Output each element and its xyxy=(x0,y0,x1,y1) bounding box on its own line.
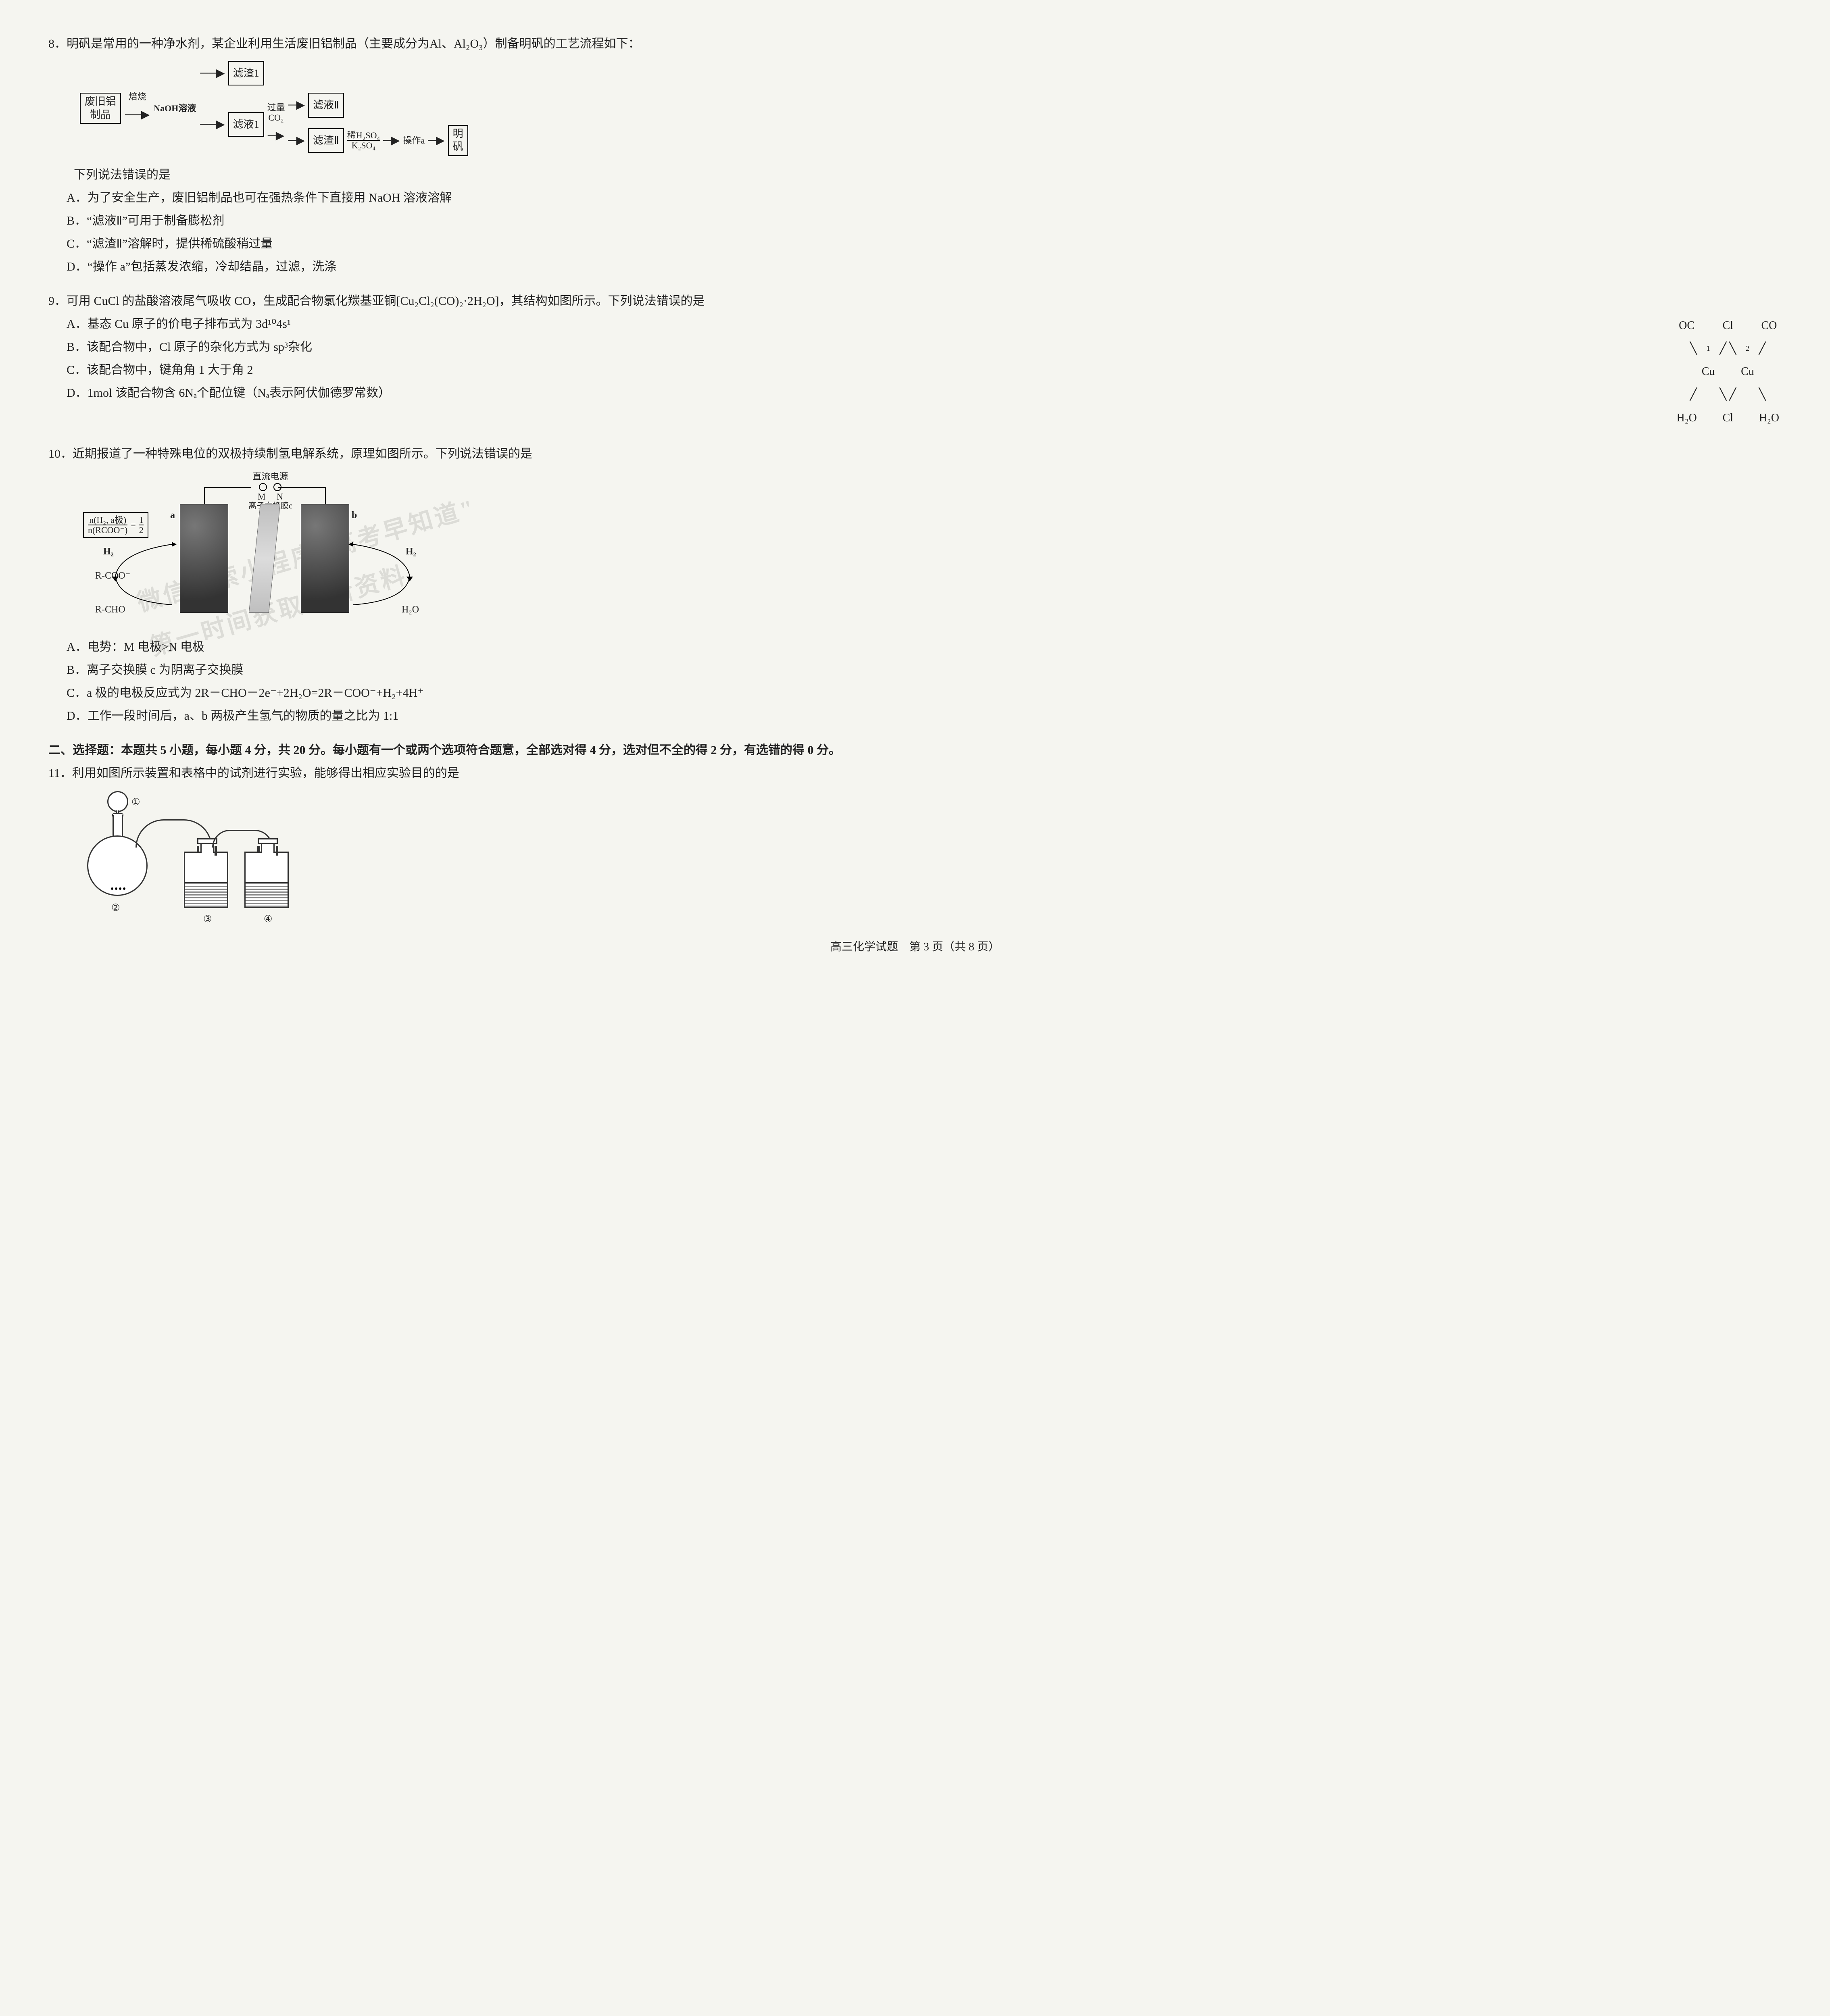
q8-opt-C: C．“滤渣Ⅱ”溶解时，提供稀硫酸稍过量 xyxy=(87,232,1782,255)
label-H2-r: H₂ xyxy=(406,543,416,561)
label-H2-l: H₂ xyxy=(103,543,114,561)
q10-figure: 微信搜索小程序"高考早知道" 第一时间获取最新资料 直流电源 M N 离子交换膜… xyxy=(75,472,422,629)
struct-ang2: 2 xyxy=(1738,337,1757,360)
fc-filtrate2: 滤液Ⅱ xyxy=(308,93,344,117)
electrode-a xyxy=(180,504,228,613)
q10-stem-text: 近期报道了一种特殊电位的双极持续制氢电解系统，原理如图所示。下列说法错误的是 xyxy=(73,447,532,460)
fc-step1: 焙烧 xyxy=(129,92,146,102)
question-11: 11．利用如图所示装置和表格中的试剂进行实验，能够得出相应实验目的的是 ① ② … xyxy=(48,762,1782,912)
q9-number: 9． xyxy=(48,294,67,308)
section-2-heading: 二、选择题：本题共 5 小题，每小题 4 分，共 20 分。每小题有一个或两个选… xyxy=(48,739,1782,762)
fc-product: 明 矾 xyxy=(448,125,468,156)
q8-stem-text: 明矾是常用的一种净水剂，某企业利用生活废旧铝制品（主要成分为Al、Al₂O₃）制… xyxy=(67,37,640,50)
arrow-icon: ──▶ xyxy=(200,62,225,84)
electrode-b xyxy=(301,504,349,613)
question-10: 10．近期报道了一种特殊电位的双极持续制氢电解系统，原理如图所示。下列说法错误的… xyxy=(48,442,1782,727)
ratio-v-top: 1 xyxy=(139,515,144,525)
struct-Cu2: Cu xyxy=(1738,360,1757,383)
struct-H2O-1: H₂O xyxy=(1674,406,1699,429)
struct-Cu1: Cu xyxy=(1699,360,1717,383)
question-9: 9．可用 CuCl 的盐酸溶液尾气吸收 CO，生成配合物氯化羰基亚铜[Cu₂Cl… xyxy=(48,289,1782,431)
q10-stem: 10．近期报道了一种特殊电位的双极持续制氢电解系统，原理如图所示。下列说法错误的… xyxy=(74,442,1782,465)
struct-Cl2: Cl xyxy=(1717,406,1738,429)
q9-stem-text: 可用 CuCl 的盐酸溶液尾气吸收 CO，生成配合物氯化羰基亚铜[Cu₂Cl₂(… xyxy=(67,294,705,308)
label-RCHO: R-CHO xyxy=(95,601,125,619)
label-1: ① xyxy=(131,793,140,812)
membrane-c xyxy=(249,504,280,613)
fc-acid-bot: K₂SO₄ xyxy=(352,141,375,150)
label-4: ④ xyxy=(264,910,273,929)
ratio-bot: n(RCOO⁻) xyxy=(88,525,127,535)
struct-H2O-2: H₂O xyxy=(1757,406,1782,429)
q8-lead: 下列说法错误的是 xyxy=(74,163,1782,186)
page-footer: 高三化学试题 第 3 页（共 8 页） xyxy=(48,936,1782,958)
q9-stem: 9．可用 CuCl 的盐酸溶液尾气吸收 CO，生成配合物氯化羰基亚铜[Cu₂Cl… xyxy=(74,289,1782,312)
arrow-icon: ─▶ xyxy=(288,94,305,116)
q10-opt-C: C．a 极的电极反应式为 2R－CHO－2e⁻+2H₂O=2R－COO⁻+H₂+… xyxy=(87,681,1782,704)
q9-opt-C: C．该配合物中，键角角 1 大于角 2 xyxy=(87,358,1782,381)
label-H2O: H₂O xyxy=(402,601,419,619)
q10-opt-D: D．工作一段时间后，a、b 两极产生氢气的物质的量之比为 1:1 xyxy=(87,704,1782,727)
arrow-icon: ─▶ xyxy=(383,130,400,151)
terminal-M: M xyxy=(258,492,266,502)
terminal-N: N xyxy=(277,492,283,502)
wash-bottle-4 xyxy=(244,852,289,908)
q11-number: 11． xyxy=(48,766,72,780)
q10-opt-B: B．离子交换膜 c 为阴离子交换膜 xyxy=(87,658,1782,681)
question-8: 8．明矾是常用的一种净水剂，某企业利用生活废旧铝制品（主要成分为Al、Al₂O₃… xyxy=(48,32,1782,278)
q8-stem: 8．明矾是常用的一种净水剂，某企业利用生活废旧铝制品（主要成分为Al、Al₂O₃… xyxy=(74,32,1782,55)
fc-step2: NaOH溶液 xyxy=(154,103,196,113)
q11-stem: 11．利用如图所示装置和表格中的试剂进行实验，能够得出相应实验目的的是 xyxy=(74,762,1782,785)
ratio-top: n(H₂, a极) xyxy=(89,515,126,525)
q11-apparatus: ① ② ③ ④ xyxy=(75,791,333,912)
q9-opt-B: B．该配合物中，Cl 原子的杂化方式为 sp³杂化 xyxy=(87,335,1782,358)
label-a: a xyxy=(170,506,175,525)
wash-bottle-3 xyxy=(184,852,228,908)
arrow-icon: ──▶ xyxy=(200,114,225,135)
q9-opt-A: A．基态 Cu 原子的价电子排布式为 3d¹⁰4s¹ xyxy=(87,312,1782,335)
label-RCOO: R-COO⁻ xyxy=(95,567,130,585)
q9-structure: OC Cl CO ╲ 1 ╱ ╲ 2 ╱ Cu Cu ╱ xyxy=(1674,314,1782,429)
q9-opt-D: D．1mol 该配合物含 6Nₐ个配位键（Nₐ表示阿伏伽德罗常数） xyxy=(87,381,1782,404)
ratio-v-bot: 2 xyxy=(139,525,144,535)
arrow-icon: ─▶ xyxy=(288,130,305,151)
q8-opt-D: D．“操作 a”包括蒸发浓缩，冷却结晶，过滤，洗涤 xyxy=(87,255,1782,278)
fc-residue2: 滤渣Ⅱ xyxy=(308,128,344,153)
struct-Cl: Cl xyxy=(1717,314,1738,337)
q8-opt-B: B．“滤液Ⅱ”可用于制备膨松剂 xyxy=(87,209,1782,232)
power-label: 直流电源 xyxy=(248,472,292,481)
q8-number: 8． xyxy=(48,37,67,50)
q10-number: 10． xyxy=(48,447,73,460)
label-3: ③ xyxy=(203,910,212,929)
struct-ang1: 1 xyxy=(1699,337,1717,360)
fc-co2: 过量 CO₂ xyxy=(267,102,285,123)
struct-CO: CO xyxy=(1757,314,1782,337)
fc-opA: 操作a xyxy=(403,135,425,146)
label-b: b xyxy=(352,506,357,525)
arrow-icon: ─▶ xyxy=(428,130,444,151)
fc-residue1: 滤渣1 xyxy=(228,61,264,85)
ratio-box: n(H₂, a极) n(RCOO⁻) = 1 2 xyxy=(83,512,148,538)
fc-acid-top: 稀H₂SO₄ xyxy=(347,131,380,140)
label-2: ② xyxy=(111,899,120,918)
arrow-icon: ──▶ xyxy=(125,104,150,125)
ratio-eq: = xyxy=(131,516,135,533)
q8-flowchart: 废旧铝 制品 焙烧 ──▶ NaOH溶液 ──▶ 滤渣1 ──▶ 滤液1 过量 … xyxy=(80,61,468,156)
q11-stem-text: 利用如图所示装置和表格中的试剂进行实验，能够得出相应实验目的的是 xyxy=(72,766,459,780)
struct-OC: OC xyxy=(1674,314,1699,337)
funnel-bulb xyxy=(107,791,128,812)
q8-opt-A: A．为了安全生产，废旧铝制品也可在强热条件下直接用 NaOH 溶液溶解 xyxy=(87,186,1782,209)
q10-opt-A: A．电势：M 电极>N 电极 xyxy=(87,635,1782,658)
fc-start: 废旧铝 制品 xyxy=(80,93,121,124)
arrow-icon: ─▶ xyxy=(268,125,284,146)
fc-filtrate1: 滤液1 xyxy=(228,112,264,137)
